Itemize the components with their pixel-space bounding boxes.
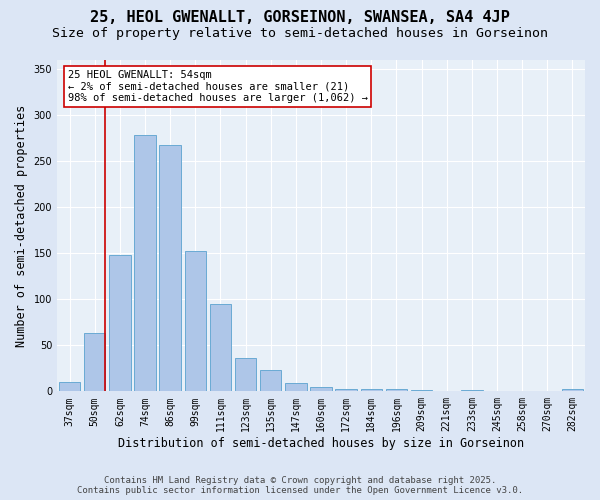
Bar [84, 334, 106, 392]
Text: 25, HEOL GWENALLT, GORSEINON, SWANSEA, SA4 4JP: 25, HEOL GWENALLT, GORSEINON, SWANSEA, S… [90, 10, 510, 25]
Bar [310, 386, 332, 392]
Text: 25 HEOL GWENALLT: 54sqm
← 2% of semi-detached houses are smaller (21)
98% of sem: 25 HEOL GWENALLT: 54sqm ← 2% of semi-det… [68, 70, 368, 103]
Y-axis label: Number of semi-detached properties: Number of semi-detached properties [15, 104, 28, 347]
Bar [185, 250, 206, 392]
Bar [210, 304, 231, 392]
Bar [386, 388, 407, 392]
Bar [235, 358, 256, 392]
Bar [562, 390, 583, 392]
X-axis label: Distribution of semi-detached houses by size in Gorseinon: Distribution of semi-detached houses by … [118, 437, 524, 450]
Bar [285, 383, 307, 392]
Bar [109, 255, 131, 392]
Text: Size of property relative to semi-detached houses in Gorseinon: Size of property relative to semi-detach… [52, 28, 548, 40]
Bar [134, 134, 156, 392]
Bar [160, 144, 181, 392]
Bar [260, 370, 281, 392]
Text: Contains HM Land Registry data © Crown copyright and database right 2025.
Contai: Contains HM Land Registry data © Crown c… [77, 476, 523, 495]
Bar [59, 382, 80, 392]
Bar [361, 388, 382, 392]
Bar [461, 390, 482, 392]
Bar [335, 388, 357, 392]
Bar [411, 390, 432, 392]
